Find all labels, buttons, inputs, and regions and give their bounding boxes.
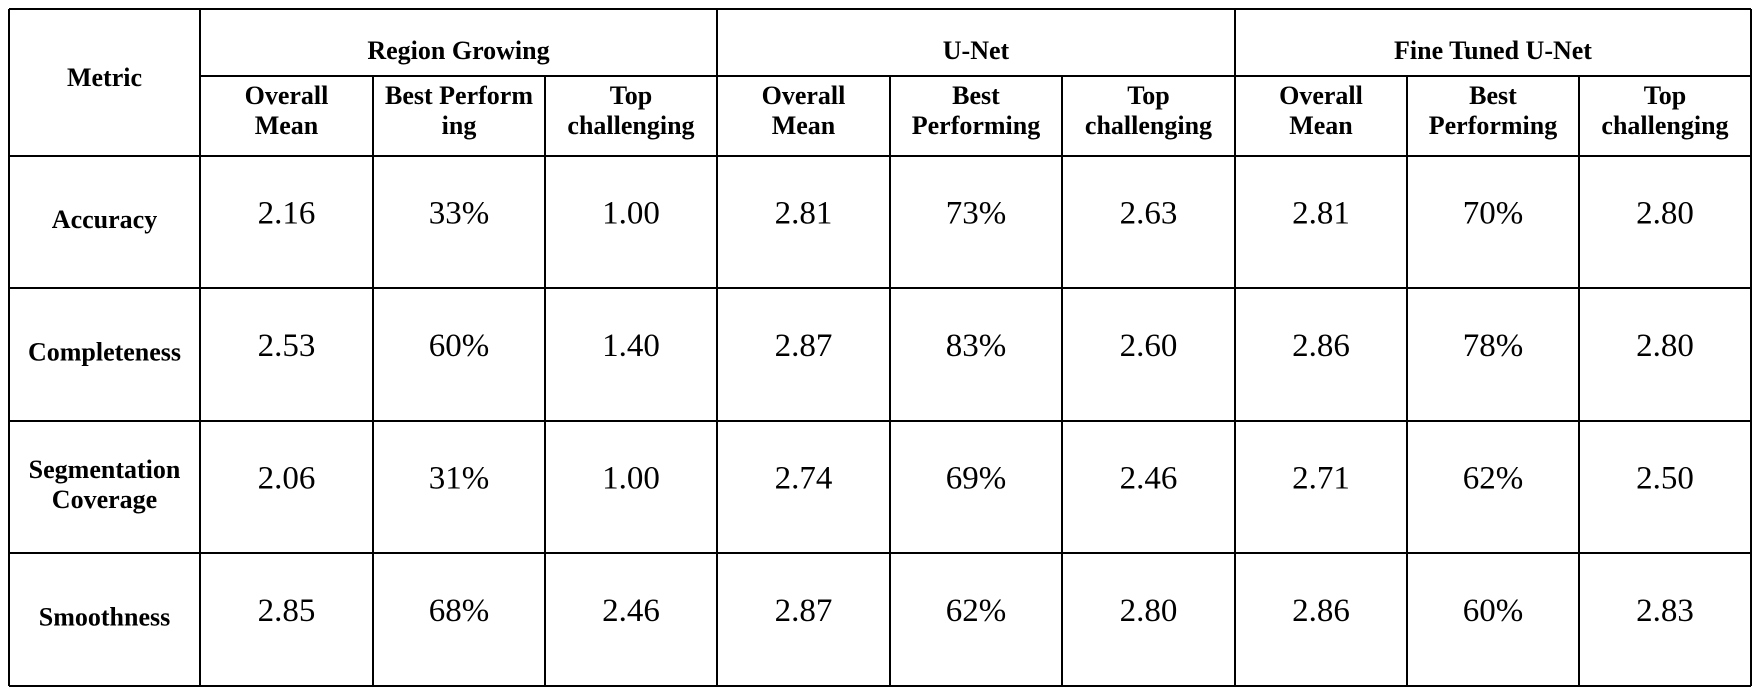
cell: 1.00 xyxy=(602,196,660,232)
sub-header: Mean xyxy=(1289,111,1353,140)
sub-header: Overall xyxy=(762,81,846,110)
sub-header: Top xyxy=(610,81,652,110)
corner-header: Metric xyxy=(67,63,142,92)
group-header: Region Growing xyxy=(367,36,549,65)
row-header: Completeness xyxy=(28,337,181,366)
cell: 68% xyxy=(429,593,490,629)
cell: 2.06 xyxy=(258,461,316,497)
cell: 2.50 xyxy=(1636,461,1694,497)
cell: 60% xyxy=(429,328,490,364)
cell: 62% xyxy=(1463,461,1524,497)
cell: 1.40 xyxy=(602,328,660,364)
group-header: U-Net xyxy=(943,36,1010,65)
sub-header: Best xyxy=(1469,81,1517,110)
cell: 2.71 xyxy=(1292,461,1350,497)
cell: 2.60 xyxy=(1120,328,1178,364)
cell: 2.46 xyxy=(602,593,660,629)
group-header: Fine Tuned U-Net xyxy=(1394,36,1592,65)
sub-header: Best Perform xyxy=(385,81,533,110)
cell: 2.80 xyxy=(1636,196,1694,232)
sub-header: Best xyxy=(952,81,1000,110)
cell: 2.46 xyxy=(1120,461,1178,497)
cell: 2.87 xyxy=(775,593,833,629)
cell: 2.86 xyxy=(1292,593,1350,629)
cell: 2.63 xyxy=(1120,196,1178,232)
cell: 62% xyxy=(946,593,1007,629)
cell: 73% xyxy=(946,196,1007,232)
sub-header: challenging xyxy=(567,111,694,140)
cell: 2.81 xyxy=(1292,196,1350,232)
cell: 78% xyxy=(1463,328,1524,364)
sub-header: challenging xyxy=(1601,111,1728,140)
sub-header: Performing xyxy=(912,111,1041,140)
sub-header: Mean xyxy=(772,111,836,140)
cell: 33% xyxy=(429,196,490,232)
sub-header: Overall xyxy=(245,81,329,110)
cell: 2.87 xyxy=(775,328,833,364)
cell: 69% xyxy=(946,461,1007,497)
sub-header: Mean xyxy=(255,111,319,140)
row-header: Segmentation xyxy=(29,455,181,484)
cell: 1.00 xyxy=(602,461,660,497)
sub-header: Overall xyxy=(1279,81,1363,110)
cell: 2.53 xyxy=(258,328,316,364)
sub-header: Top xyxy=(1127,81,1169,110)
sub-header: challenging xyxy=(1085,111,1212,140)
cell: 2.85 xyxy=(258,593,316,629)
cell: 2.16 xyxy=(258,196,316,232)
cell: 2.80 xyxy=(1636,328,1694,364)
cell: 2.74 xyxy=(775,461,833,497)
cell: 70% xyxy=(1463,196,1524,232)
sub-header: Top xyxy=(1644,81,1686,110)
sub-header: Performing xyxy=(1429,111,1558,140)
cell: 31% xyxy=(429,461,490,497)
cell: 2.80 xyxy=(1120,593,1178,629)
cell: 83% xyxy=(946,328,1007,364)
row-header: Coverage xyxy=(52,485,157,514)
row-header: Smoothness xyxy=(39,602,170,631)
sub-header: ing xyxy=(442,111,477,140)
cell: 2.83 xyxy=(1636,593,1694,629)
row-header: Accuracy xyxy=(52,205,157,234)
cell: 2.86 xyxy=(1292,328,1350,364)
cell: 60% xyxy=(1463,593,1524,629)
cell: 2.81 xyxy=(775,196,833,232)
